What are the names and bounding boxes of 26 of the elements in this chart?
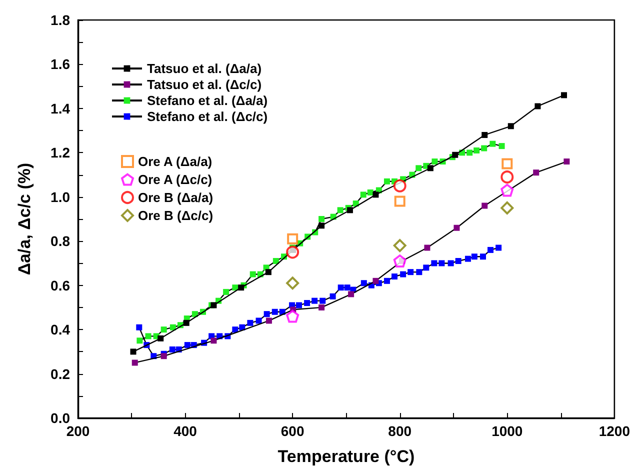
y-tick-label: 1.2 [50,144,70,161]
legend-label: Stefano et al. (Δc/c) [147,109,268,124]
x-tick-label: 1000 [492,423,523,439]
y-axis-title: Δa/a, Δc/c (%) [15,162,34,276]
x-tick-label: 600 [280,423,304,439]
y-tick-label: 0.6 [50,277,70,294]
legend-label: Ore A (Δc/c) [138,172,212,187]
x-tick-label: 800 [388,423,412,439]
legend-label: Stefano et al. (Δa/a) [147,93,268,108]
legend-label: Tatsuo et al. (Δc/c) [147,77,262,92]
legend-label: Tatsuo et al. (Δa/a) [147,61,262,76]
y-tick-label: 0.8 [50,233,70,250]
legend-label: Ore A (Δa/a) [138,154,212,169]
legend-label: Ore B (Δa/a) [138,190,214,205]
y-tick-label: 0.0 [50,410,70,426]
x-tick-label: 200 [66,423,90,439]
y-tick-label: 1.4 [50,100,70,116]
y-tick-label: 0.2 [50,366,70,382]
y-tick-label: 1.6 [50,56,70,72]
x-axis-title: Temperature (°C) [278,447,415,466]
x-tick-label: 1200 [598,423,630,439]
y-tick-label: 1.8 [50,12,70,28]
x-tick-label: 400 [174,423,198,439]
y-tick-label: 0.4 [50,322,70,338]
y-tick-label: 1.0 [50,188,70,205]
legend-label: Ore B (Δc/c) [138,208,214,223]
